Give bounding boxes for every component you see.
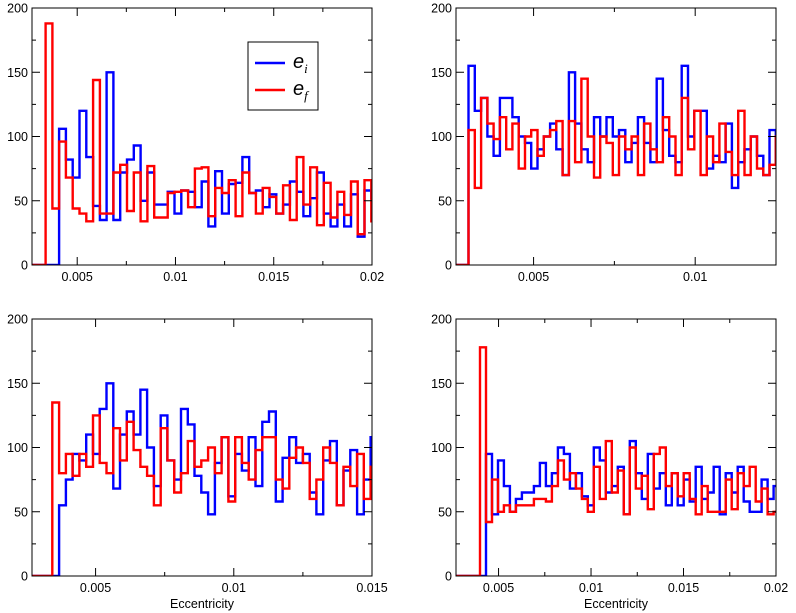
y-tick-label: 50 [438,505,452,519]
x-tick-label: 0.02 [360,270,384,284]
x-tick-label: 0.01 [579,581,603,595]
y-tick-label: 150 [431,377,452,391]
x-axis-label: Eccentricity [170,597,235,611]
y-tick-label: 150 [7,66,28,80]
x-tick-label: 0.01 [163,270,187,284]
y-tick-label: 0 [21,570,28,584]
x-tick-label: 0.005 [483,581,514,595]
x-tick-label: 0.01 [222,581,246,595]
series-ef-line [456,77,776,265]
y-tick-label: 150 [7,377,28,391]
plot-frame [31,318,373,577]
x-tick-label: 0.015 [668,581,699,595]
x-tick-label: 0.02 [764,581,788,595]
legend: ei ef [247,41,319,111]
panel-bottom-left: 0 50 100 150 200 0.005 0.01 0.015 Eccentricity [7,313,388,612]
series-ef-line [32,22,372,265]
series-ef-line [456,346,776,576]
series-ei-line [456,439,776,576]
y-tick-label: 100 [7,130,28,144]
plot-frame [455,318,777,577]
y-tick-label: 50 [438,194,452,208]
y-tick-label: 100 [431,130,452,144]
legend-box [247,41,319,111]
x-tick-label: 0.005 [80,581,111,595]
y-tick-label: 0 [445,570,452,584]
y-tick-label: 200 [7,313,28,327]
series-ef-line [32,401,372,576]
legend-label-ef: ef [293,78,310,103]
y-tick-label: 0 [445,259,452,273]
y-tick-label: 200 [7,2,28,16]
panel-top-left: 0 50 100 150 200 0.005 0.01 0.015 0.02 [7,2,384,285]
y-tick-label: 50 [14,194,28,208]
y-tick-label: 200 [431,313,452,327]
x-tick-label: 0.015 [258,270,289,284]
y-tick-label: 50 [14,505,28,519]
series-ei-line [32,71,372,265]
panel-bottom-right: 0 50 100 150 200 0.005 0.01 0.015 0.02 Eccentrici… [431,313,788,612]
y-tick-label: 150 [431,66,452,80]
panel-top-right: 0 50 100 150 200 0.005 0.01 [431,2,777,284]
legend-label-ei: ei [293,51,308,76]
x-tick-label: 0.005 [518,270,549,284]
y-tick-label: 100 [431,441,452,455]
y-tick-label: 0 [21,259,28,273]
plot-frame [31,7,373,266]
y-tick-label: 200 [431,2,452,16]
x-tick-label: 0.01 [683,270,707,284]
x-tick-label: 0.005 [62,270,93,284]
y-tick-label: 100 [7,441,28,455]
x-axis-label: Eccentricity [584,597,649,611]
x-tick-label: 0.015 [356,581,387,595]
series-ei-line [32,382,372,576]
